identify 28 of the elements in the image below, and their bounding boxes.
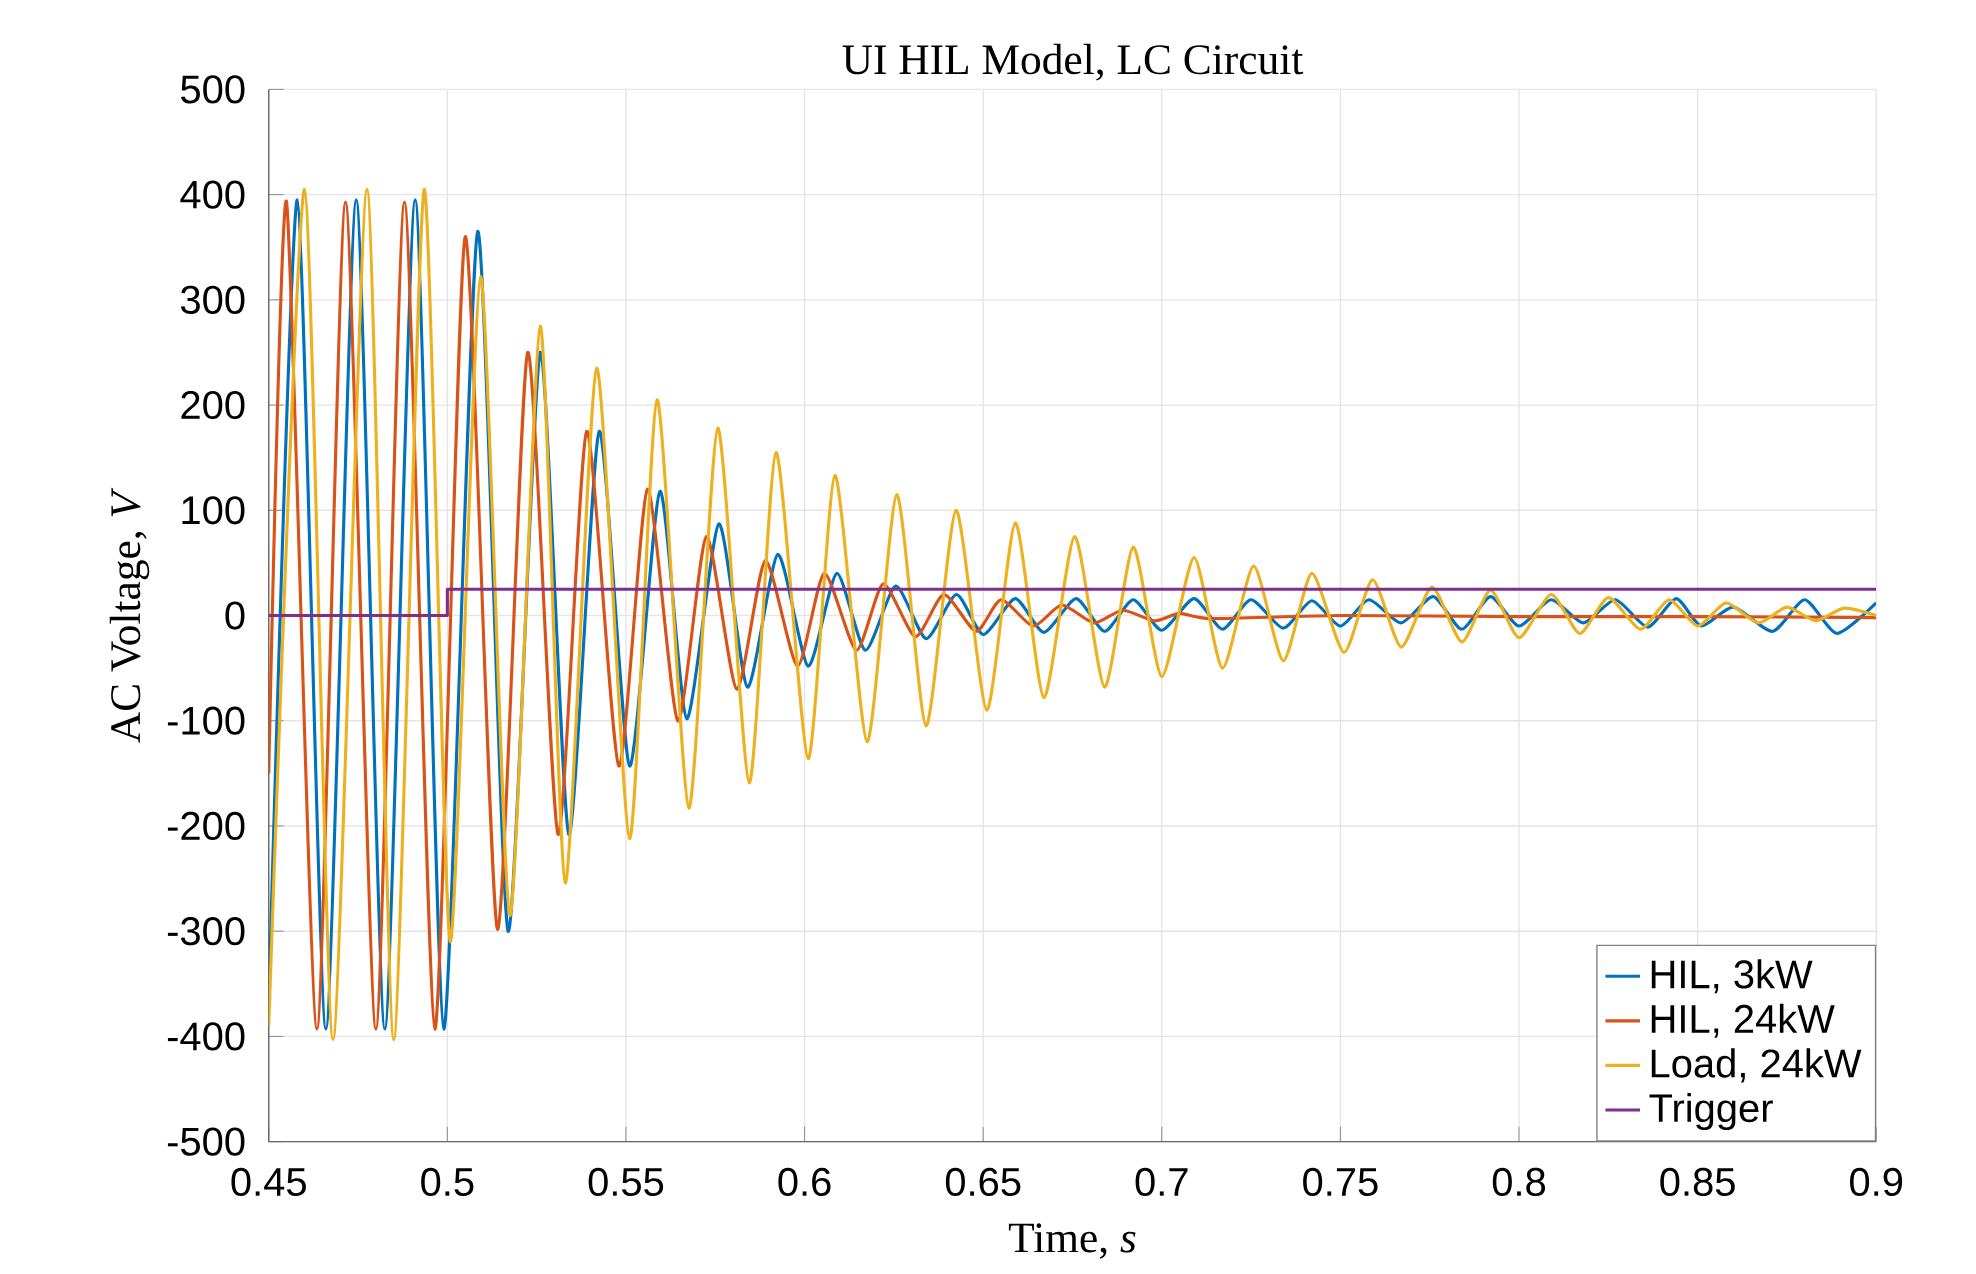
x-tick-label: 0.6	[778, 1167, 831, 1197]
y-tick-label: -300	[167, 917, 245, 946]
chart-title: UI HIL Model, LC Circuit	[842, 43, 1304, 81]
legend-label: Trigger	[1649, 1092, 1773, 1131]
x-tick-label: 0.45	[231, 1167, 306, 1197]
x-axis-title: Time, s	[1008, 1223, 1136, 1259]
legend-label: HIL, 24kW	[1651, 1003, 1835, 1038]
y-tick-label: -100	[167, 706, 245, 735]
y-tick-label: -200	[167, 811, 245, 841]
x-tick-label: 0.75	[1303, 1167, 1378, 1197]
x-tick-label: 0.55	[588, 1167, 664, 1197]
x-tick-label: 0.8	[1492, 1167, 1546, 1197]
x-tick-label: 0.5	[421, 1167, 474, 1197]
y-tick-label: 500	[181, 75, 245, 104]
y-tick-label: 400	[180, 180, 245, 209]
y-tick-label: -400	[167, 1022, 245, 1051]
x-tick-label: 0.85	[1660, 1167, 1735, 1197]
y-tick-label: 100	[182, 496, 245, 525]
y-tick-label: 300	[180, 285, 245, 314]
legend-label: Load, 24kW	[1651, 1048, 1862, 1083]
x-tick-label: 0.9	[1850, 1167, 1903, 1197]
y-axis-title: AC Voltage, V	[109, 487, 150, 743]
y-tick-label: -500	[167, 1127, 245, 1156]
x-tick-label: 0.7	[1135, 1167, 1188, 1197]
y-tick-label: 0	[225, 601, 245, 630]
y-tick-label: 200	[181, 390, 245, 420]
legend-label: HIL, 3kW	[1651, 959, 1813, 994]
x-tick-label: 0.65	[945, 1167, 1021, 1197]
